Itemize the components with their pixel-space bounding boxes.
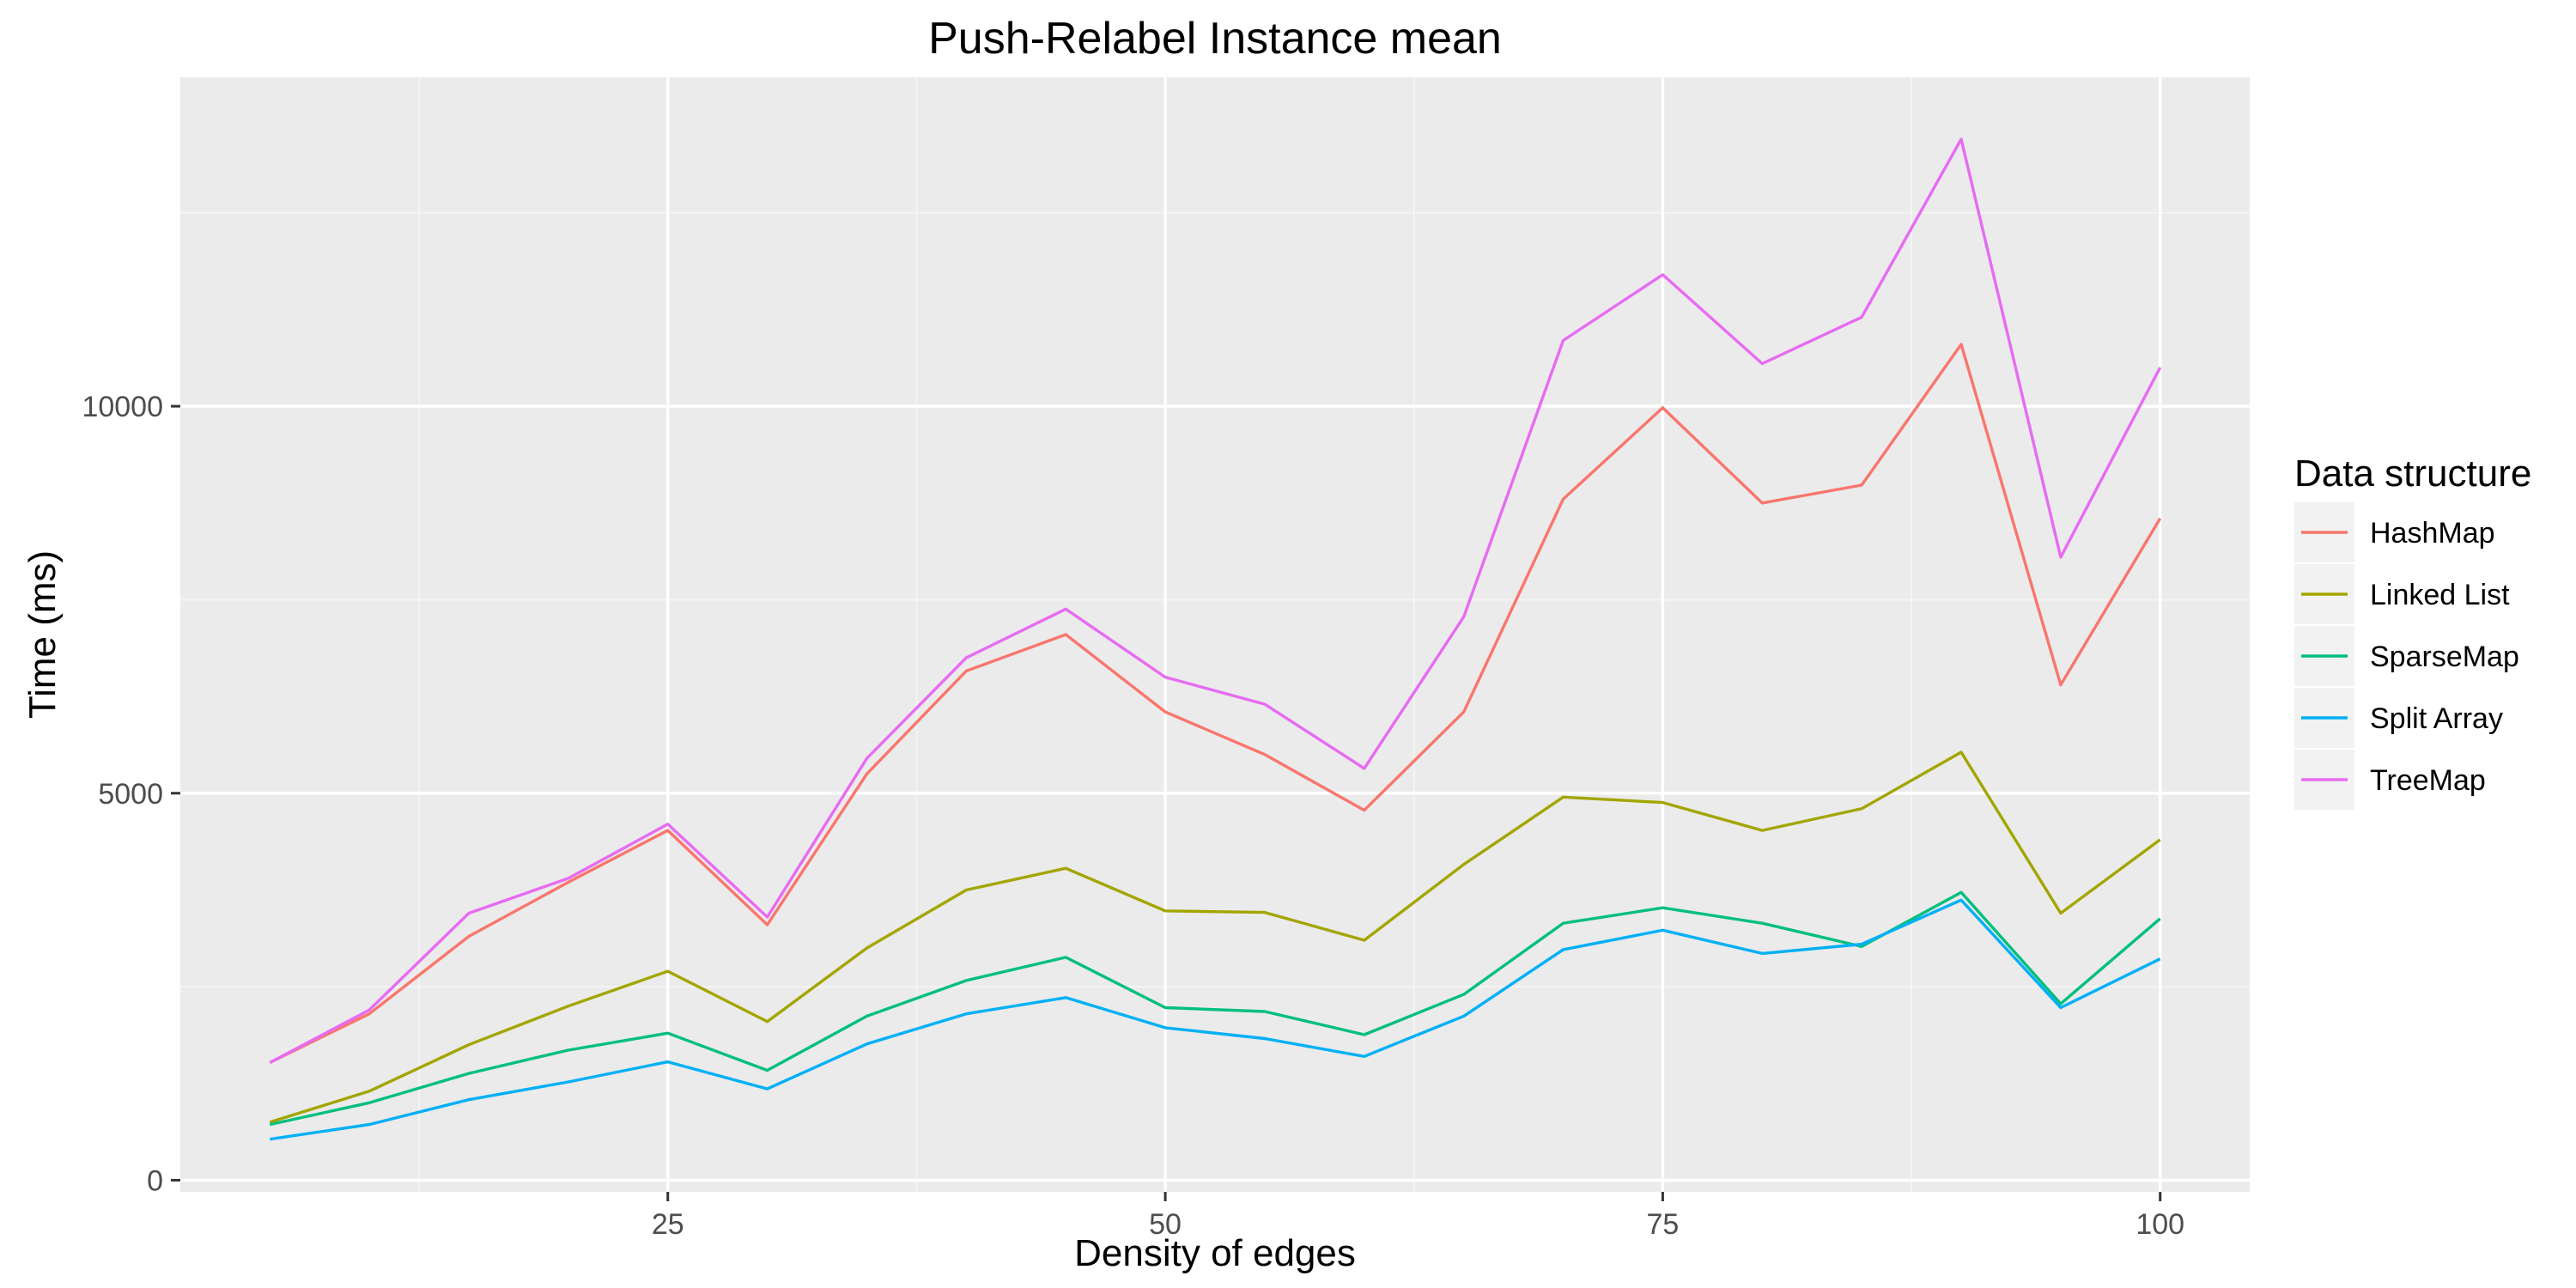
x-axis-title: Density of edges xyxy=(1074,1232,1356,1274)
major-gridlines xyxy=(180,77,2250,1192)
y-tick-label: 10000 xyxy=(82,391,163,423)
series-line-hashmap xyxy=(269,343,2162,1065)
series-line-linked-list xyxy=(269,750,2161,1124)
y-tick-label: 5000 xyxy=(98,778,163,811)
y-axis-title: Time (ms) xyxy=(21,550,64,719)
legend: Data structure HashMap Linked List SparseM… xyxy=(2294,453,2531,810)
x-tick-label: 100 xyxy=(2136,1208,2184,1241)
plot-panel xyxy=(180,77,2250,1192)
legend-label: SparseMap xyxy=(2370,641,2519,673)
series-line-sparsemap xyxy=(269,890,2161,1127)
y-axis: 0 5000 10000 xyxy=(82,391,180,1197)
legend-label: Linked List xyxy=(2370,579,2510,611)
y-tick-label: 0 xyxy=(147,1164,163,1197)
series-line-split-array xyxy=(270,898,2161,1141)
legend-label: TreeMap xyxy=(2370,764,2486,797)
x-tick-label: 75 xyxy=(1646,1208,1679,1241)
legend-title: Data structure xyxy=(2294,453,2531,495)
x-axis: 25 50 75 100 xyxy=(652,1192,2184,1241)
series-line-treemap xyxy=(269,137,2162,1065)
x-tick-label: 50 xyxy=(1149,1208,1182,1241)
legend-label: Split Array xyxy=(2370,702,2503,735)
x-tick-label: 25 xyxy=(652,1208,684,1241)
legend-label: HashMap xyxy=(2370,517,2495,550)
chart-title: Push-Relabel Instance mean xyxy=(928,14,1502,64)
series-lines xyxy=(269,137,2162,1141)
minor-gridlines xyxy=(180,77,2250,1192)
